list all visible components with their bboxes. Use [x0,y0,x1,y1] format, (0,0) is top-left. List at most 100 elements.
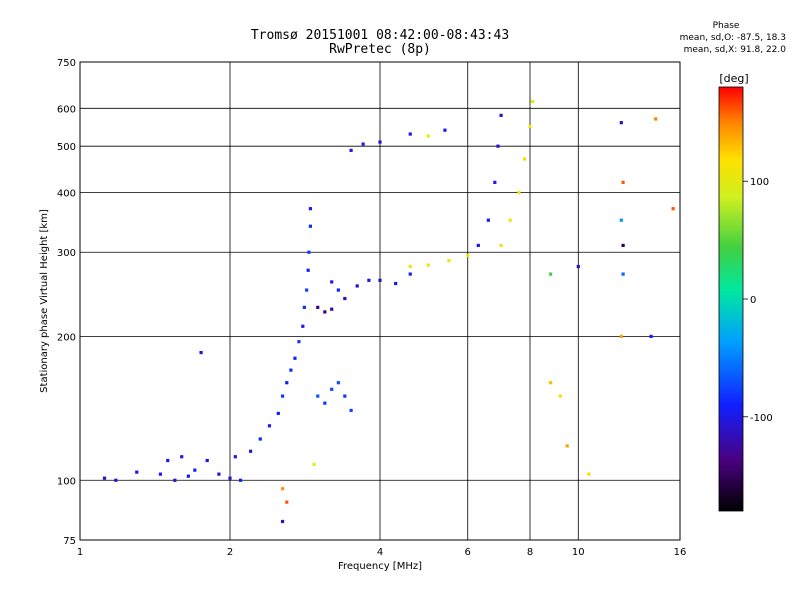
phase-statistics: Phase mean, sd,O: -87.5, 18.3 mean, sd,X… [626,20,786,56]
echo-point [193,468,197,472]
y-tick-label: 600 [57,104,76,115]
echo-point [394,281,398,286]
echo-point [280,394,285,398]
echo-point [558,394,562,398]
echo-point [323,401,327,405]
echo-point [671,207,675,211]
echo-point [361,142,365,146]
echo-point [378,140,382,144]
echo-point [499,243,503,248]
y-tick-label: 75 [63,536,76,547]
y-tick-label: 750 [57,58,76,69]
echo-point [233,455,237,459]
echo-point [528,124,532,128]
echo-point [336,381,340,385]
echo-point [308,224,313,228]
echo-point [305,288,309,292]
echo-point [249,449,253,453]
echo-point [619,121,623,125]
echo-point [330,387,334,391]
x-tick-label: 8 [527,547,533,558]
echo-point [199,350,203,355]
echo-point [549,381,553,385]
echo-point [343,296,347,301]
echo-point [316,305,320,309]
x-tick-label: 6 [465,547,471,558]
echo-point [186,474,190,478]
echo-point [302,305,306,309]
echo-point [158,472,163,476]
echo-point [307,250,311,254]
echo-point [378,278,382,282]
echo-point [408,132,412,136]
echo-point [285,500,289,504]
colorbar-ticks: 100 0 -100 [743,177,773,424]
x-tick-label: 10 [572,547,585,558]
echo-point [486,218,490,222]
x-tick-label: 1 [77,547,83,558]
echo-point [114,478,118,482]
echo-point [621,180,625,184]
echo-point [289,368,293,372]
x-tick-label: 2 [227,547,233,558]
echo-point [258,437,262,441]
echo-point [285,381,289,385]
x-axis-label: Frequency [MHz] [338,561,422,572]
colorbar-tick-label: 100 [750,177,769,188]
echo-point [443,128,447,132]
echo-point [297,340,301,344]
echo-point [367,278,371,282]
data-points [102,99,675,524]
echo-point [447,259,451,263]
echo-point [217,472,221,476]
chart-title: Tromsø 20151001 08:42:00-08:43:43 [250,28,510,43]
echo-point [308,207,313,211]
echo-point [301,324,305,328]
echo-point [619,334,623,338]
echo-point [349,148,353,152]
echo-point [355,284,359,288]
echo-point [426,134,430,138]
x-tick-label: 16 [674,547,687,558]
axis-ticks: 1 2 4 6 8 10 16 75 100 200 300 400 500 600 750 [57,58,686,558]
colorbar [718,86,744,512]
echo-point [408,264,412,269]
echo-point [276,411,280,416]
echo-point [522,157,527,161]
echo-point [180,455,184,459]
echo-point [621,243,625,248]
echo-point [496,144,500,148]
echo-point [330,280,334,284]
echo-point [499,113,503,117]
x-tick-label: 4 [377,547,383,558]
echo-point [238,478,243,482]
echo-point [508,218,512,222]
echo-point [306,268,310,272]
echo-point [316,394,320,398]
echo-point [280,487,285,491]
y-axis-label: Stationary phase Virtual Height [km] [39,209,50,393]
echo-point [426,263,430,267]
echo-point [173,478,177,482]
phase-o-stats: mean, sd,O: -87.5, 18.3 [679,33,786,43]
echo-point [576,264,580,269]
echo-point [531,99,535,104]
echo-point [330,307,334,311]
phase-x-stats: mean, sd,X: 91.8, 22.0 [683,45,786,55]
echo-point [621,272,625,276]
echo-point [649,334,653,338]
echo-point [336,288,340,292]
colorbar-tick-label: -100 [750,413,773,424]
echo-point [493,180,497,184]
y-tick-label: 100 [57,476,76,487]
y-tick-label: 300 [57,248,76,259]
echo-point [349,408,353,413]
echo-point [466,254,470,258]
echo-point [619,218,623,222]
colorbar-tick-label: 0 [750,295,756,306]
echo-point [565,444,569,448]
chart-subtitle: RwPretec (8p) [329,42,431,57]
echo-point [312,462,316,466]
echo-point [587,472,591,476]
